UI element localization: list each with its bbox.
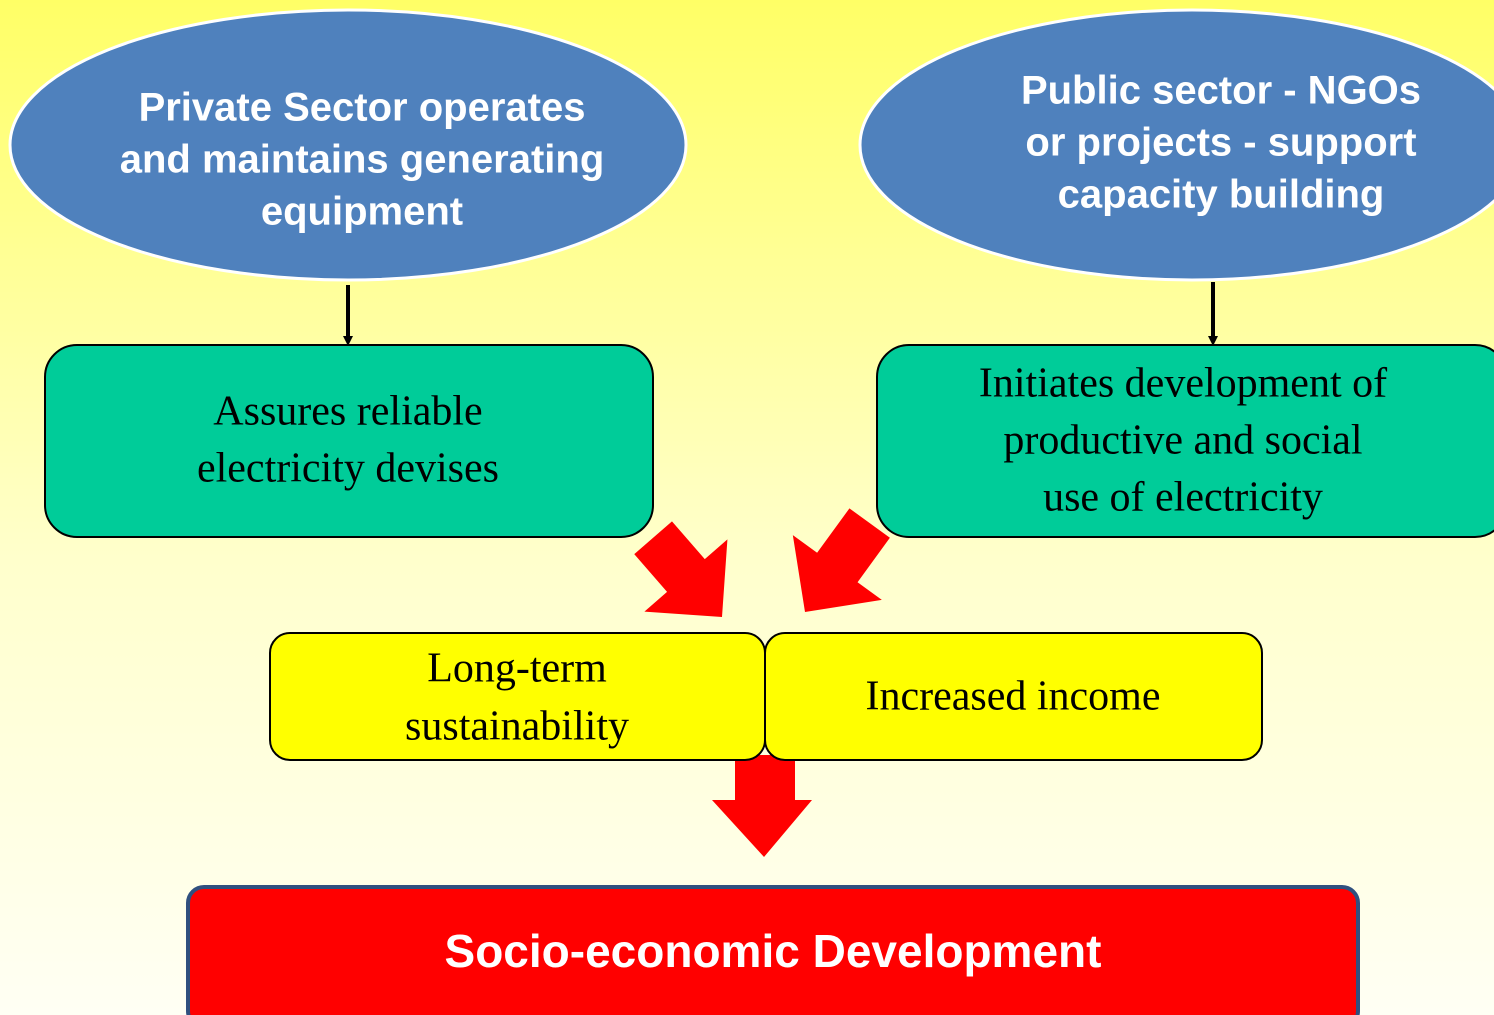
node-label: Public sector - NGOs: [1021, 69, 1421, 113]
labels: Private Sector operates and maintains gen…: [120, 69, 1421, 978]
ellipse-public: [858, 8, 1494, 282]
node-label: Socio-economic Development: [445, 925, 1102, 977]
node-label: or projects - support: [1025, 121, 1416, 165]
red-arrow: [634, 521, 728, 617]
red-arrow: [792, 508, 890, 612]
box-income: [764, 632, 1263, 761]
node-label: equipment: [261, 190, 463, 234]
node-label: Private Sector operates: [139, 86, 586, 130]
box-initiates: [876, 344, 1494, 538]
node-label: Initiates development of: [979, 361, 1387, 407]
box-reliable: [44, 344, 654, 538]
node-label: Long-term: [427, 646, 607, 692]
node-label: sustainability: [405, 704, 629, 750]
node-label: Increased income: [865, 674, 1160, 720]
node-label: and maintains generating: [120, 138, 605, 182]
node-label: Assures reliable: [213, 389, 482, 435]
box-socio: [186, 885, 1360, 1015]
red-arrow: [712, 755, 812, 857]
node-label: productive and social: [1003, 418, 1362, 464]
node-label: capacity building: [1058, 173, 1385, 217]
node-label: electricity devises: [197, 446, 499, 492]
ellipse-private: [8, 8, 688, 282]
node-label: use of electricity: [1043, 475, 1323, 521]
